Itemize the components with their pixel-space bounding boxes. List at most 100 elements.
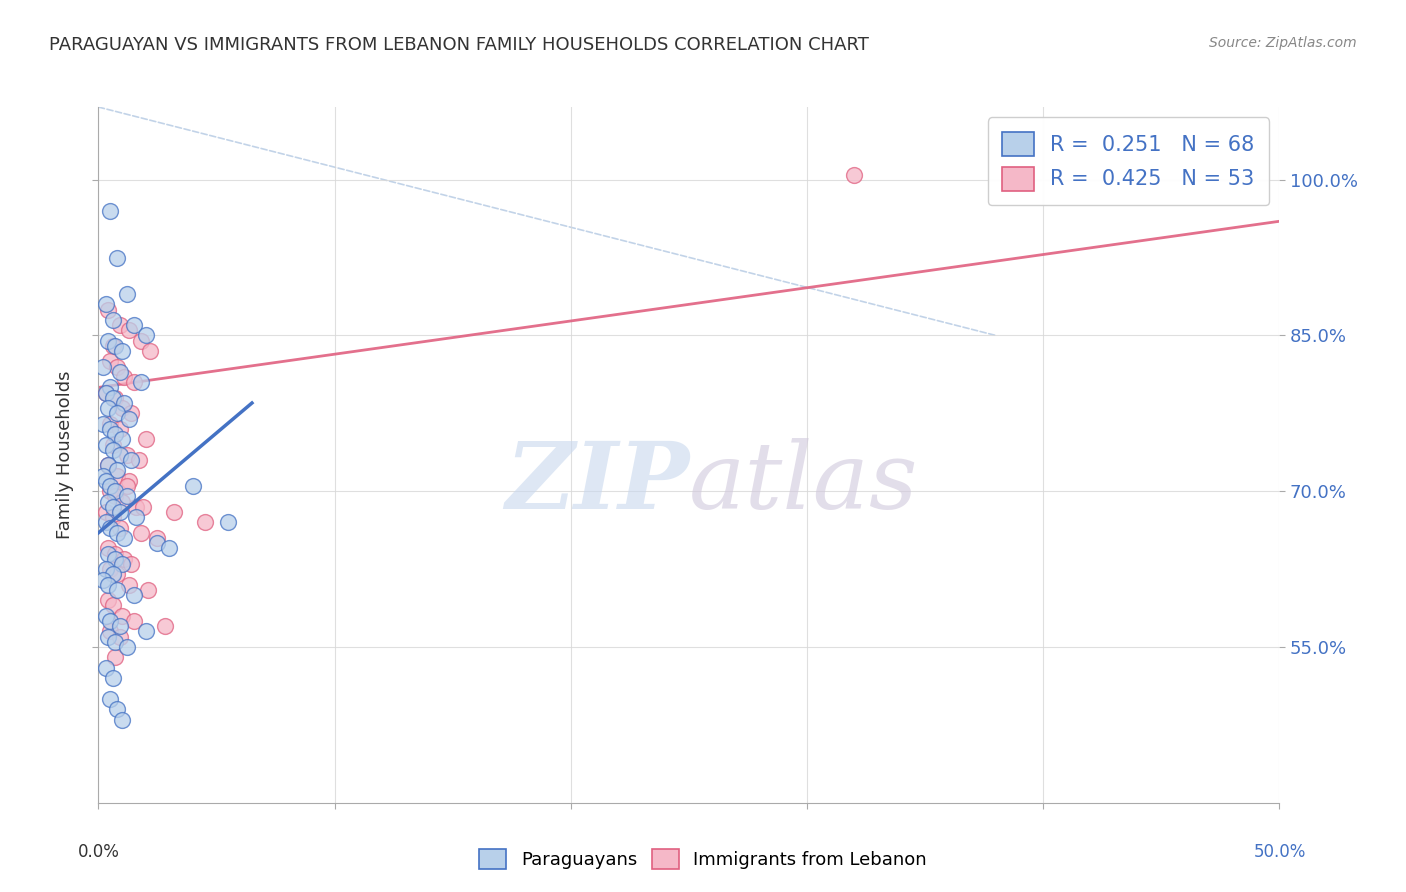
Point [139,344,162,359]
Point [97,593,120,607]
Point [844,168,866,182]
Point [94,297,117,311]
Point [108,520,131,534]
Point [121,453,143,467]
Point [163,505,186,519]
Point [125,500,148,514]
Point [146,531,169,545]
Point [111,713,134,727]
Point [122,318,145,332]
Point [97,541,120,556]
Point [94,385,117,400]
Point [129,334,152,348]
Point [136,582,159,597]
Point [118,474,141,488]
Point [104,427,127,442]
Point [105,702,128,716]
Point [101,599,124,613]
Point [129,525,152,540]
Point [125,510,148,524]
Point [98,354,121,368]
Point [135,433,157,447]
Point [104,484,127,499]
Point [91,573,114,587]
Point [115,640,138,654]
Point [112,551,135,566]
Point [108,448,131,462]
Point [108,630,131,644]
Point [104,650,127,665]
Point [194,516,217,530]
Point [94,608,117,623]
Point [101,339,124,353]
Point [112,531,135,545]
Point [104,635,127,649]
Point [101,671,124,685]
Point [98,203,121,218]
Point [128,453,150,467]
Point [97,630,120,644]
Point [97,302,120,317]
Point [153,619,176,633]
Point [101,500,124,514]
Text: PARAGUAYAN VS IMMIGRANTS FROM LEBANON FAMILY HOUSEHOLDS CORRELATION CHART: PARAGUAYAN VS IMMIGRANTS FROM LEBANON FA… [49,36,869,54]
Point [98,520,121,534]
Point [122,376,145,390]
Point [135,328,157,343]
Point [98,624,121,639]
Point [181,479,204,493]
Point [97,401,120,416]
Point [132,500,155,514]
Point [97,458,120,473]
Point [97,578,120,592]
Point [94,385,117,400]
Point [101,567,124,582]
Point [101,437,124,451]
Point [97,334,120,348]
Point [105,567,128,582]
Point [118,323,141,337]
Text: 0.0%: 0.0% [77,843,120,861]
Point [105,582,128,597]
Point [101,391,124,405]
Point [97,494,120,508]
Point [146,536,169,550]
Point [105,359,128,374]
Point [94,661,117,675]
Point [104,339,127,353]
Point [98,479,121,493]
Point [98,692,121,706]
Point [115,448,138,462]
Point [94,562,117,576]
Point [98,380,121,394]
Point [112,370,135,384]
Point [101,510,124,524]
Point [118,411,141,425]
Point [91,468,114,483]
Point [121,406,143,420]
Text: ZIP: ZIP [505,438,689,528]
Legend: Paraguayans, Immigrants from Lebanon: Paraguayans, Immigrants from Lebanon [470,839,936,879]
Legend: R =  0.251   N = 68, R =  0.425   N = 53: R = 0.251 N = 68, R = 0.425 N = 53 [987,118,1270,205]
Point [118,578,141,592]
Point [105,468,128,483]
Point [122,614,145,628]
Point [108,505,131,519]
Point [94,516,117,530]
Text: Source: ZipAtlas.com: Source: ZipAtlas.com [1209,36,1357,50]
Text: atlas: atlas [689,438,918,528]
Text: 50.0%: 50.0% [1253,843,1306,861]
Point [94,437,117,451]
Point [98,562,121,576]
Point [104,551,127,566]
Point [97,458,120,473]
Point [111,608,134,623]
Point [98,417,121,431]
Point [98,422,121,436]
Point [111,494,134,508]
Point [98,614,121,628]
Point [122,588,145,602]
Point [112,396,135,410]
Point [129,376,152,390]
Point [91,359,114,374]
